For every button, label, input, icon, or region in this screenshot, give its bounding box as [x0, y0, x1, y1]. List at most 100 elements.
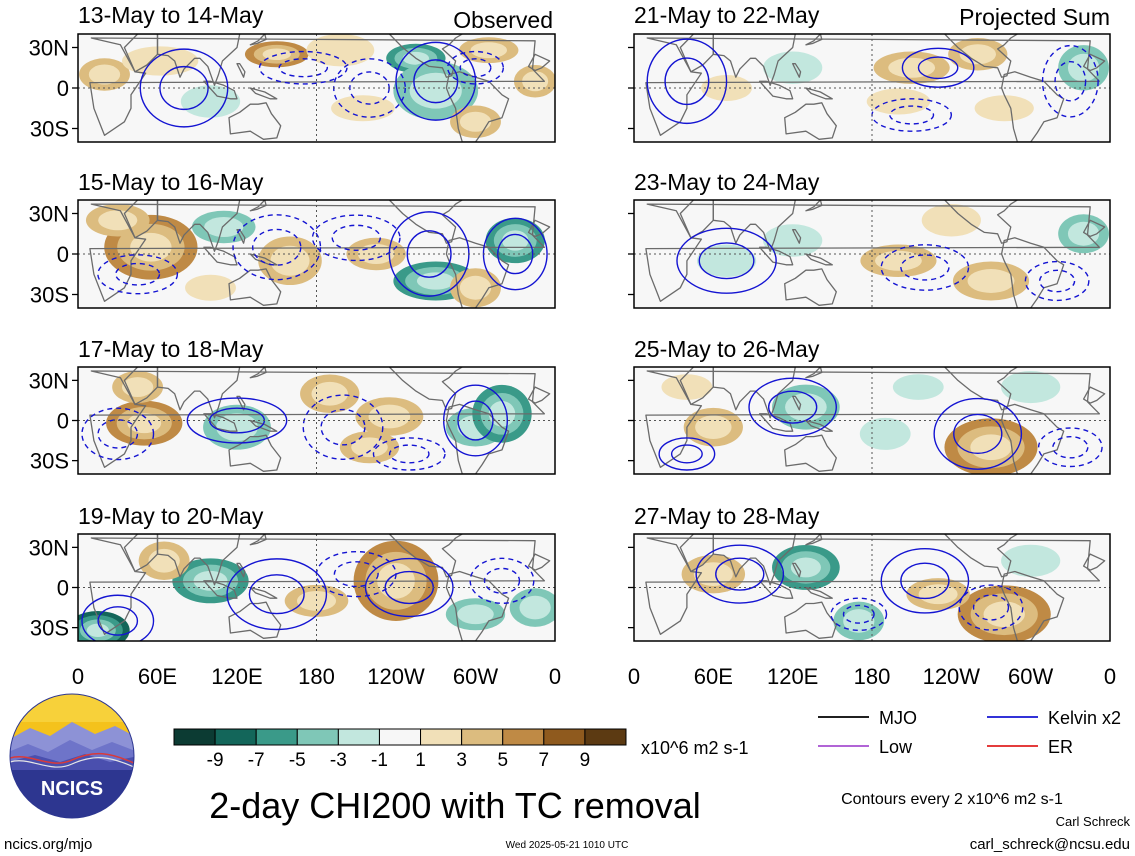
anomaly-blob	[683, 407, 743, 447]
y-tick-label: 30N	[29, 202, 69, 227]
units-label: x10^6 m2 s-1	[641, 738, 749, 758]
y-tick-label: 30N	[29, 535, 69, 560]
x-tick-label: 0	[72, 664, 84, 689]
anomaly-blob	[180, 85, 241, 118]
y-tick-label: 30S	[30, 117, 69, 142]
map-panel: 13-May to 14-May 30N 0 30S	[29, 2, 556, 143]
panel-period-label: 25-May to 26-May	[634, 336, 820, 362]
anomaly-blob	[974, 95, 1034, 122]
x-tick-label: 180	[298, 664, 335, 689]
chart-title: 2-day CHI200 with TC removal	[209, 785, 701, 826]
anomaly-blob	[696, 244, 757, 277]
anomaly-blob	[450, 268, 501, 308]
anomaly-blob	[873, 51, 950, 84]
contour-line	[695, 544, 785, 604]
x-tick-label: 60E	[138, 664, 177, 689]
y-tick-label: 30N	[29, 368, 69, 393]
ncics-logo: NCICS	[9, 693, 135, 819]
author-email: carl_schreck@ncsu.edu	[970, 836, 1130, 853]
legend-label: ER	[1048, 737, 1073, 757]
anomaly-blob	[121, 46, 199, 76]
map-panels: 13-May to 14-May 30N 0 30S 15-May to 16-May 3…	[29, 2, 1111, 642]
colorbar: -9 -7 -5 -3 -1 1 3 5 7 9	[173, 728, 627, 771]
panel-period-label: 19-May to 20-May	[78, 503, 264, 529]
map-panel: 25-May to 26-May	[628, 336, 1111, 475]
contour-line	[446, 50, 505, 85]
legend-label: MJO	[879, 708, 917, 728]
contour-line	[97, 254, 179, 295]
legend-item: Low	[818, 737, 913, 757]
colorbar-swatch	[420, 728, 463, 746]
contour-line	[232, 214, 322, 281]
colorbar-tick-label: -9	[207, 750, 224, 771]
contour-line	[676, 227, 777, 294]
contour-line	[880, 548, 970, 614]
colorbar-swatch	[543, 728, 586, 746]
timestamp: Wed 2025-05-21 1010 UTC	[506, 840, 629, 851]
contour-line	[1024, 260, 1090, 302]
contour-line	[646, 38, 728, 125]
legend-item: ER	[987, 737, 1073, 757]
legend-label: Low	[879, 737, 913, 757]
map-panel: 15-May to 16-May 30N 0 30S	[29, 169, 556, 309]
contour-line	[1041, 44, 1099, 118]
anomaly-blob	[85, 204, 150, 237]
legend: MJO Kelvin x2 Low ER	[818, 708, 1121, 757]
colorbar-swatch	[378, 728, 422, 746]
colorbar-swatch	[502, 728, 545, 746]
contour-line	[958, 584, 1024, 631]
contour-line	[830, 597, 888, 632]
observed-label: Observed	[453, 7, 553, 33]
panel-period-label: 27-May to 28-May	[634, 503, 820, 529]
legend-item: MJO	[818, 708, 917, 728]
contour-line	[1037, 427, 1103, 468]
colorbar-tick-label: 5	[497, 750, 508, 771]
panel-period-label: 21-May to 22-May	[634, 2, 820, 28]
continent-outlines	[89, 367, 551, 474]
anomaly-blob	[944, 418, 1038, 474]
anomaly-blob	[906, 578, 970, 611]
x-tick-label: 60W	[1008, 664, 1053, 689]
colorbar-tick-label: -5	[289, 750, 306, 771]
panel-period-label: 15-May to 16-May	[78, 169, 264, 195]
contour-line	[311, 214, 401, 262]
x-tick-label: 60W	[453, 664, 498, 689]
colorbar-tick-label: -1	[371, 750, 388, 771]
colorbar-swatch	[255, 728, 298, 746]
anomaly-blob	[450, 105, 501, 138]
map-panel: 21-May to 22-May	[628, 2, 1111, 143]
y-tick-label: 0	[57, 76, 69, 101]
colorbar-swatch	[214, 728, 257, 746]
x-tick-label: 0	[1104, 664, 1116, 689]
author-name: Carl Schreck	[1056, 814, 1131, 829]
anomaly-blob	[681, 554, 746, 594]
x-tick-label: 120E	[767, 664, 818, 689]
x-tick-label: 0	[628, 664, 640, 689]
y-tick-label: 30S	[30, 449, 69, 474]
x-tick-label: 120E	[211, 664, 262, 689]
contour-line	[226, 558, 328, 631]
x-tick-label: 120W	[367, 664, 425, 689]
legend-item: Kelvin x2	[987, 708, 1121, 728]
colorbar-tick-label: 7	[539, 750, 550, 771]
continent-outlines	[89, 34, 551, 142]
anomaly-blob	[79, 58, 130, 91]
contour-line	[395, 41, 477, 121]
anomaly-blob	[191, 210, 256, 244]
anomaly-blob	[957, 585, 1051, 641]
colorbar-swatch	[173, 728, 216, 746]
anomaly-blob	[339, 431, 400, 464]
anomaly-blob	[763, 51, 823, 84]
colorbar-tick-label: 9	[580, 750, 591, 771]
map-panel: 23-May to 24-May	[628, 169, 1111, 309]
x-tick-label: 180	[854, 664, 891, 689]
anomaly-blob	[485, 217, 545, 264]
map-panel: 27-May to 28-May	[628, 503, 1111, 642]
panel-period-label: 23-May to 24-May	[634, 169, 820, 195]
anomaly-blob	[300, 374, 360, 414]
y-tick-label: 30S	[30, 616, 69, 641]
contour-line	[258, 50, 348, 85]
anomaly-blob	[892, 374, 944, 400]
anomaly-blob	[1001, 371, 1061, 404]
map-panel: 19-May to 20-May 30N 0 30S	[29, 503, 556, 642]
